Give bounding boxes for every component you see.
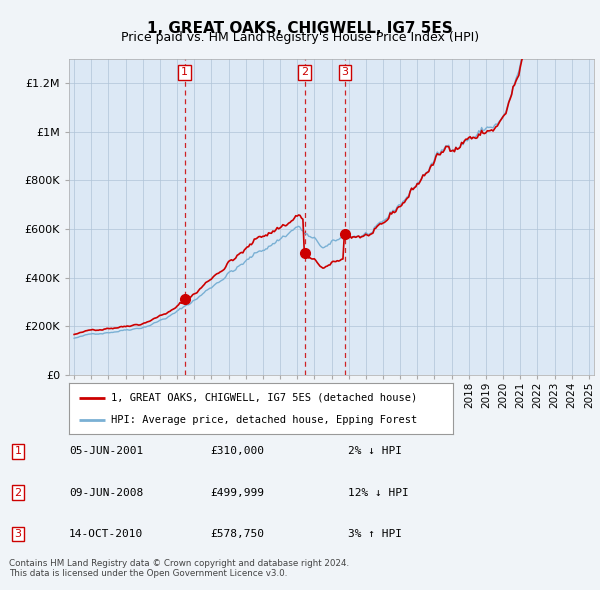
Text: 1: 1 bbox=[181, 67, 188, 77]
Text: 12% ↓ HPI: 12% ↓ HPI bbox=[348, 488, 409, 497]
Text: £499,999: £499,999 bbox=[210, 488, 264, 497]
Text: 2: 2 bbox=[14, 488, 22, 497]
Text: 14-OCT-2010: 14-OCT-2010 bbox=[69, 529, 143, 539]
Text: 1, GREAT OAKS, CHIGWELL, IG7 5ES: 1, GREAT OAKS, CHIGWELL, IG7 5ES bbox=[147, 21, 453, 35]
Text: 09-JUN-2008: 09-JUN-2008 bbox=[69, 488, 143, 497]
Text: 1: 1 bbox=[14, 447, 22, 456]
Text: 1, GREAT OAKS, CHIGWELL, IG7 5ES (detached house): 1, GREAT OAKS, CHIGWELL, IG7 5ES (detach… bbox=[111, 392, 418, 402]
Text: £310,000: £310,000 bbox=[210, 447, 264, 456]
Text: 2% ↓ HPI: 2% ↓ HPI bbox=[348, 447, 402, 456]
Text: Price paid vs. HM Land Registry's House Price Index (HPI): Price paid vs. HM Land Registry's House … bbox=[121, 31, 479, 44]
Text: 3: 3 bbox=[14, 529, 22, 539]
Text: 3: 3 bbox=[341, 67, 349, 77]
Text: Contains HM Land Registry data © Crown copyright and database right 2024.: Contains HM Land Registry data © Crown c… bbox=[9, 559, 349, 568]
Text: 2: 2 bbox=[301, 67, 308, 77]
Text: £578,750: £578,750 bbox=[210, 529, 264, 539]
Text: This data is licensed under the Open Government Licence v3.0.: This data is licensed under the Open Gov… bbox=[9, 569, 287, 578]
Text: 05-JUN-2001: 05-JUN-2001 bbox=[69, 447, 143, 456]
Text: HPI: Average price, detached house, Epping Forest: HPI: Average price, detached house, Eppi… bbox=[111, 415, 418, 425]
Text: 3% ↑ HPI: 3% ↑ HPI bbox=[348, 529, 402, 539]
